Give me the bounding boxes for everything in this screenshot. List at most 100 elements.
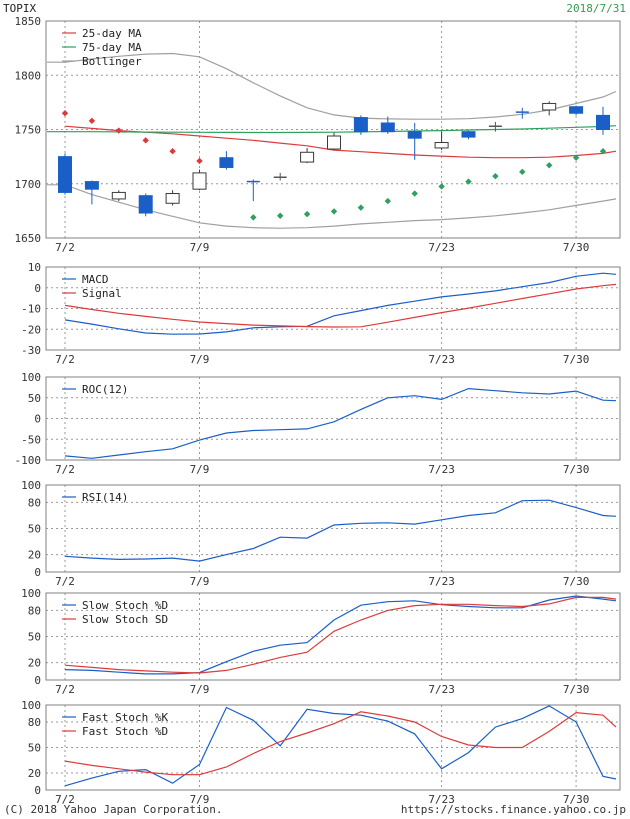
chart-title: TOPIX: [3, 2, 37, 15]
panel-frame: [45, 20, 621, 239]
candlestick: [111, 190, 126, 202]
axis-label: 7/30: [563, 683, 590, 696]
axis-label: 75-day MA: [82, 41, 142, 54]
legend-item: MACD: [62, 273, 109, 286]
axis-label: 50: [28, 392, 41, 405]
candle-body-up: [327, 135, 341, 150]
axis-label: 7/9: [190, 353, 210, 366]
candlestick: [58, 153, 72, 195]
candle-body-up: [542, 102, 557, 111]
axis-label: 7/2: [55, 683, 75, 696]
axis-label: Fast Stoch %K: [82, 711, 168, 724]
fast-stoch-k-line: [64, 705, 617, 787]
candle-body-down: [58, 156, 72, 193]
candle-body-down: [138, 195, 153, 214]
axis-label: RSI(14): [82, 491, 128, 504]
candle-body-down: [461, 131, 476, 138]
axis-label: 7/23: [428, 793, 455, 806]
candlestick: [246, 179, 260, 202]
sar-dots-down: [61, 110, 69, 117]
axis-label: -10: [21, 303, 41, 316]
legend-item: 75-day MA: [62, 41, 142, 54]
candle-body-up: [111, 191, 126, 200]
legend-item: Fast Stoch %K: [62, 711, 168, 724]
axis-label: 7/30: [563, 575, 590, 588]
axis-label: 7/23: [428, 575, 455, 588]
sar-dots-down: [196, 157, 203, 165]
candlestick: [515, 107, 529, 119]
axis-label: 1700: [15, 178, 42, 191]
legend-item: Fast Stoch %D: [62, 725, 168, 738]
axis-label: 7/2: [55, 793, 75, 806]
axis-label: 20: [28, 657, 41, 670]
axis-label: 7/30: [563, 793, 590, 806]
axis-label: 1650: [15, 232, 42, 245]
panel-frame: [45, 376, 621, 461]
sar-dots-up: [546, 162, 553, 169]
axis-label: MACD: [82, 273, 109, 286]
panel-frame: [45, 266, 621, 351]
candlestick: [569, 105, 584, 116]
candle-body-down: [407, 131, 422, 139]
copyright-text: (C) 2018 Yahoo Japan Corporation.: [4, 803, 223, 816]
axis-label: Fast Stoch %D: [82, 725, 168, 738]
axis-label: 7/23: [428, 463, 455, 476]
axis-label: 1750: [15, 124, 42, 137]
candlestick: [407, 122, 422, 160]
axis-label: 7/30: [563, 463, 590, 476]
axis-label: 0: [34, 784, 41, 797]
candle-body-up: [434, 142, 449, 149]
legend-item: Signal: [62, 287, 122, 300]
sar-dots-up: [411, 190, 418, 197]
sar-dots-down: [169, 148, 176, 155]
sar-dots-up: [465, 178, 472, 185]
candlestick: [461, 130, 476, 140]
axis-label: 10: [28, 261, 41, 274]
axis-label: 50: [28, 631, 41, 644]
rsi-line: [64, 499, 617, 562]
axis-label: Slow Stoch SD: [82, 613, 168, 626]
price-panel: 1850 1800 1750 1700 1650 7/2 7/9 7/23 7/30 25-day…: [15, 15, 621, 254]
legend-item: RSI(14): [62, 491, 128, 504]
panel-frame: [45, 592, 621, 681]
axis-label: 7/9: [190, 463, 210, 476]
axis-label: -100: [15, 454, 42, 467]
fast-stochastic-panel: 100 80 50 20 0 7/2 7/9 7/23 7/30 Fast Stoch %KFas…: [21, 699, 621, 806]
candlestick: [596, 106, 610, 135]
sar-dots-up: [303, 210, 311, 218]
sar-dots-up: [492, 172, 499, 180]
candle-body-down: [84, 181, 99, 190]
slow-stochastic-panel: 100 80 50 20 0 7/2 7/9 7/23 7/30 Slow Stoch %DSlo…: [21, 587, 621, 696]
axis-label: 7/23: [428, 683, 455, 696]
candle-body-down: [569, 106, 584, 114]
axis-label: 50: [28, 523, 41, 536]
axis-label: 20: [28, 549, 41, 562]
sar-dots-down: [142, 137, 149, 144]
axis-label: 7/9: [190, 241, 210, 254]
candlestick: [488, 121, 502, 132]
sar-dots-up: [438, 183, 445, 190]
sar-dots-up: [250, 214, 257, 221]
axis-label: 100: [21, 699, 41, 712]
axis-label: 7/9: [190, 683, 210, 696]
axis-label: 7/30: [563, 353, 590, 366]
source-url-link[interactable]: https://stocks.finance.yahoo.co.jp: [400, 803, 626, 816]
sar-dots-down: [115, 127, 122, 134]
legend-item: Slow Stoch SD: [62, 613, 168, 626]
candlestick: [219, 151, 234, 170]
axis-label: Bollinger: [82, 55, 142, 68]
axis-label: 80: [28, 496, 41, 509]
axis-label: 0: [34, 282, 41, 295]
panel-frame: [45, 484, 621, 573]
rsi-panel: 100 80 50 20 0 7/2 7/9 7/23 7/30 RSI(14): [21, 479, 621, 588]
axis-label: 100: [21, 479, 41, 492]
panel-frame: [45, 704, 621, 791]
slow-stoch-sd-line: [64, 596, 617, 674]
ma-75-line: [47, 125, 617, 134]
axis-label: 80: [28, 604, 41, 617]
axis-label: 7/9: [190, 793, 210, 806]
candlestick: [434, 131, 449, 151]
axis-label: 1800: [15, 69, 42, 82]
axis-label: 20: [28, 767, 41, 780]
